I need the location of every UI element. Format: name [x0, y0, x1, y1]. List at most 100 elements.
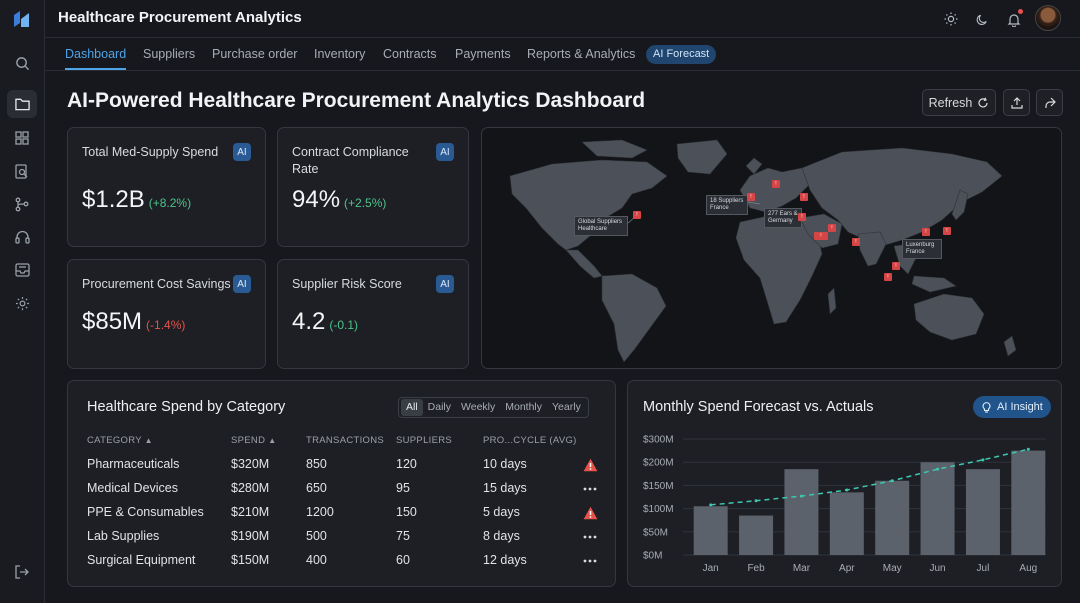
map-marker-flag[interactable]: ! — [798, 213, 806, 221]
x-tick-label: Feb — [747, 563, 765, 574]
forecast-point — [709, 503, 713, 507]
grid-icon[interactable] — [7, 124, 37, 152]
lightbulb-icon — [982, 402, 991, 413]
ai-badge: AI — [233, 143, 251, 161]
map-label-277-ears[interactable]: 277 Ears & Germany — [764, 208, 802, 228]
filter-weekly[interactable]: Weekly — [461, 401, 496, 413]
page-title: AI-Powered Healthcare Procurement Analyt… — [67, 89, 646, 112]
world-map-graphic — [509, 139, 1017, 363]
share-button[interactable] — [1036, 89, 1063, 116]
map-label-global-suppliers[interactable]: Global Suppliers Healthcare — [574, 216, 628, 236]
y-tick-label: $200M — [643, 458, 674, 469]
avatar[interactable] — [1035, 5, 1061, 31]
tab-contracts[interactable]: Contracts — [383, 47, 437, 61]
table-cell-category: Surgical Equipment — [87, 553, 196, 567]
nav-tabs: Dashboard Suppliers Purchase order Inven… — [45, 39, 1080, 71]
section-title: Healthcare Spend by Category — [87, 399, 286, 415]
filter-monthly[interactable]: Monthly — [505, 401, 543, 413]
filter-daily[interactable]: Daily — [427, 401, 452, 413]
y-tick-label: $0M — [643, 551, 662, 562]
warning-icon[interactable] — [582, 505, 598, 521]
bar-actual-jun — [920, 462, 955, 555]
tab-suppliers[interactable]: Suppliers — [143, 47, 196, 61]
upload-button[interactable] — [1003, 89, 1030, 116]
map-label-luxenburg[interactable]: Luxenburg France — [902, 239, 942, 259]
tab-payments[interactable]: Payments — [455, 47, 511, 61]
column-header-category[interactable]: CATEGORY ▲︎ — [87, 435, 153, 446]
table-cell-cycle: 5 days — [483, 505, 520, 519]
map-marker-flag[interactable]: ! — [852, 238, 860, 246]
tab-purchase-order[interactable]: Purchase order — [212, 47, 298, 61]
bar-actual-feb — [739, 515, 774, 555]
ai-badge: AI — [233, 275, 251, 293]
map-marker-flag[interactable]: ! — [633, 211, 641, 219]
map-marker-flag[interactable]: ! — [922, 228, 930, 236]
map-marker-flag[interactable]: ! — [747, 193, 755, 201]
column-header-suppliers[interactable]: SUPPLIERS — [396, 435, 453, 446]
more-icon[interactable] — [582, 481, 598, 497]
forecast-point — [799, 494, 803, 498]
search-icon[interactable] — [7, 49, 37, 77]
map-marker-flag[interactable]: ! — [800, 193, 808, 201]
headset-icon[interactable] — [7, 223, 37, 251]
table-cell-cycle: 8 days — [483, 529, 520, 543]
tab-reports-analytics[interactable]: Reports & Analytics — [527, 47, 636, 61]
forecast-point — [754, 499, 758, 503]
map-marker-flag[interactable]: ! — [814, 232, 828, 240]
sun-icon[interactable] — [938, 6, 964, 32]
bell-icon[interactable] — [1001, 6, 1027, 32]
document-search-icon[interactable] — [7, 157, 37, 185]
gear-icon[interactable] — [7, 289, 37, 317]
table-cell-transactions: 1200 — [306, 505, 334, 519]
table-cell-transactions: 850 — [306, 457, 327, 471]
logo-icon[interactable] — [12, 9, 32, 29]
column-header-cycle[interactable]: PRO...CYCLE (AVG) — [483, 435, 577, 446]
forecast-point — [981, 458, 985, 462]
tab-ai-forecast[interactable]: AI Forecast — [646, 45, 717, 64]
forecast-point — [936, 467, 940, 471]
inbox-icon[interactable] — [7, 256, 37, 284]
map-marker-flag[interactable]: ! — [772, 180, 780, 188]
more-icon[interactable] — [582, 529, 598, 545]
filter-all[interactable]: All — [401, 399, 423, 416]
y-tick-label: $300M — [643, 435, 674, 446]
x-tick-label: Jun — [930, 563, 946, 574]
table-cell-category: Medical Devices — [87, 481, 179, 495]
refresh-icon — [978, 97, 988, 107]
filter-yearly[interactable]: Yearly — [552, 401, 581, 413]
kpi-delta: (-0.1) — [329, 318, 359, 332]
map-label-18-suppliers[interactable]: 18 Suppliers France — [706, 195, 748, 215]
logout-icon[interactable] — [7, 558, 37, 586]
git-branch-icon[interactable] — [7, 190, 37, 218]
column-header-transactions[interactable]: TRANSACTIONS — [306, 435, 385, 446]
kpi-label: Supplier Risk Score — [292, 277, 402, 291]
map-marker-flag[interactable]: ! — [884, 273, 892, 281]
folder-icon[interactable] — [7, 90, 37, 118]
column-header-spend[interactable]: SPEND ▲︎ — [231, 435, 277, 446]
map-marker-flag[interactable]: ! — [943, 227, 951, 235]
sort-icon[interactable]: ▲︎ — [268, 436, 277, 445]
ai-insight-button[interactable]: AI Insight — [973, 396, 1051, 418]
kpi-card-cost-savings[interactable]: Procurement Cost Savings AI $85M (-1.4%) — [67, 259, 266, 369]
kpi-value: 4.2 (-0.1) — [292, 308, 359, 335]
period-filter: All Daily Weekly Monthly Yearly — [398, 397, 589, 418]
refresh-button[interactable]: Refresh — [922, 89, 996, 116]
supplier-world-map[interactable]: Global Suppliers Healthcare 18 Suppliers F… — [481, 127, 1062, 369]
y-tick-label: $150M — [643, 481, 674, 492]
bar-actual-jul — [965, 469, 1000, 555]
kpi-card-total-spend[interactable]: Total Med-Supply Spend AI $1.2B (+8.2%) — [67, 127, 266, 247]
table-cell-suppliers: 60 — [396, 553, 410, 567]
tab-inventory[interactable]: Inventory — [314, 47, 366, 61]
x-tick-label: May — [883, 563, 902, 574]
tab-dashboard[interactable]: Dashboard — [65, 47, 127, 61]
moon-icon[interactable] — [969, 6, 995, 32]
sort-icon[interactable]: ▲︎ — [144, 436, 153, 445]
warning-icon[interactable] — [582, 457, 598, 473]
active-tab-indicator — [65, 68, 126, 70]
map-marker-flag[interactable]: ! — [892, 262, 900, 270]
more-icon[interactable] — [582, 553, 598, 569]
kpi-card-compliance[interactable]: Contract Compliance Rate AI 94% (+2.5%) — [277, 127, 469, 247]
kpi-card-risk-score[interactable]: Supplier Risk Score AI 4.2 (-0.1) — [277, 259, 469, 369]
map-marker-flag[interactable]: ! — [828, 224, 836, 232]
bar-actual-apr — [829, 492, 864, 555]
